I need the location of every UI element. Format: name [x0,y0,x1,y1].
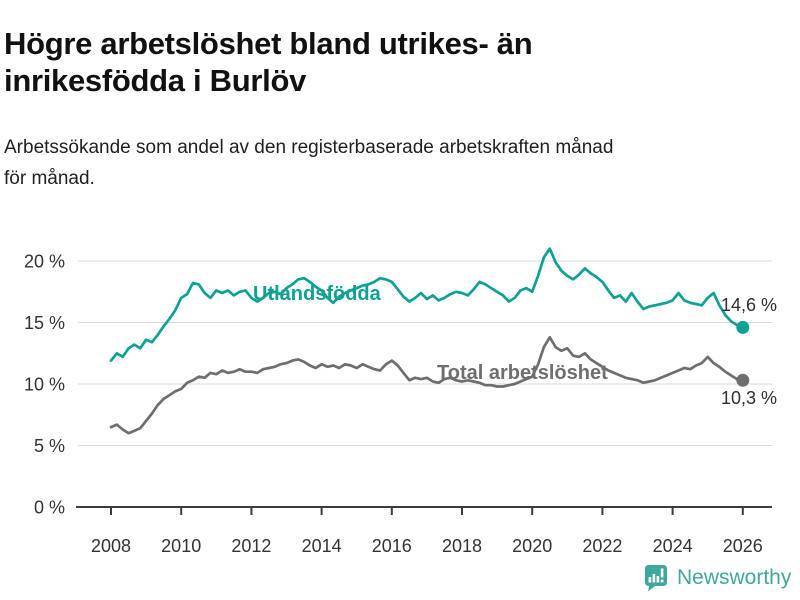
chart-subtitle-line1: Arbetssökande som andel av den registerb… [4,137,614,158]
x-tick-label-2022: 2022 [582,536,622,556]
series-label-1: Total arbetslöshet [437,362,608,384]
y-tick-label-10: 10 % [24,375,65,395]
newsworthy-logo-icon [645,565,667,592]
series-end-dot-1 [736,373,750,387]
page-title-line1: Högre arbetslöshet bland utrikes- än [4,25,533,61]
chart-subtitle-line2: för månad. [4,168,95,189]
y-tick-label-15: 15 % [24,313,65,333]
x-tick-label-2024: 2024 [653,536,693,556]
series-line-0 [109,247,745,362]
speech-bubble-shape [645,565,667,592]
series-end-value-1: 10,3 % [721,388,777,408]
exclamation-bar [660,568,664,578]
series-end-value-0: 14,6 % [721,295,777,315]
line-chart: 0 % 5 % 10 % 15 % 20 % 2008 2010 2012 2014 2016 20… [24,247,777,556]
y-tick-label-5: 5 % [34,436,65,456]
series-end-dot-0 [736,320,750,334]
chart-subtitle: Arbetssökande som andel av den registerb… [4,132,613,194]
series-label-0: Utlandsfödda [253,283,382,305]
x-tick-label-2018: 2018 [442,536,482,556]
brand-footer: Newsworthy [644,564,791,592]
y-tick-label-0: 0 % [34,498,65,518]
y-tick-label-20: 20 % [24,252,65,272]
x-tick-label-2020: 2020 [512,536,552,556]
series-line-1 [109,335,745,435]
x-tick-label-2026: 2026 [723,536,763,556]
page-title: Högre arbetslöshet bland utrikes- än inr… [4,25,533,99]
x-tick-label-2008: 2008 [91,536,131,556]
exclamation-dot [660,579,664,583]
bar-3 [656,576,660,583]
brand-name: Newsworthy [677,566,792,589]
bar-1 [648,577,652,583]
page-title-line2: inrikesfödda i Burlöv [4,62,307,98]
bar-2 [652,574,656,583]
x-tick-label-2010: 2010 [161,536,201,556]
x-tick-label-2014: 2014 [302,536,342,556]
x-tick-label-2012: 2012 [231,536,271,556]
x-tick-label-2016: 2016 [372,536,412,556]
